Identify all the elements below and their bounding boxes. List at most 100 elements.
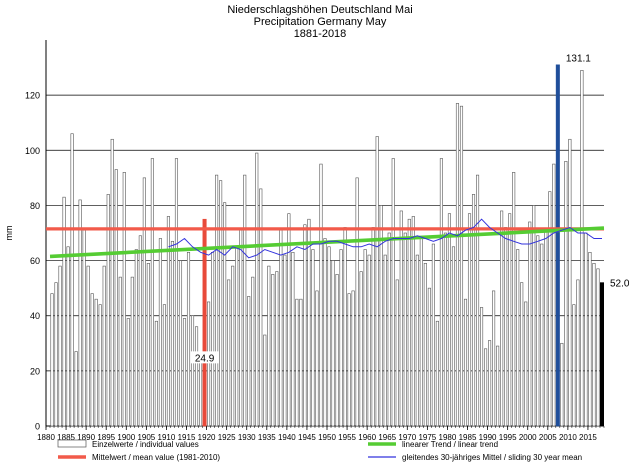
bar [411,216,415,427]
bar [568,138,572,427]
x-tick-label: 1945 [298,433,316,442]
bar [492,290,496,427]
legend-label: gleitendes 30-jähriges Mittel / sliding … [402,453,582,462]
bar [251,276,255,427]
bar [231,265,235,427]
bar-minimum [202,218,207,427]
x-tick-label: 2000 [519,433,537,442]
bar [271,274,275,427]
bar [279,229,283,427]
maximum-value-label: 131.1 [566,54,591,65]
bar [263,334,267,427]
legend-label: Mittelwert / mean value (1981-2010) [92,453,220,462]
bar [540,243,544,427]
bar [596,268,600,427]
bar [520,282,524,427]
bar [219,180,223,427]
bar [118,276,122,427]
x-tick-label: 1995 [499,433,517,442]
x-tick-label: 1980 [439,433,457,442]
bar [588,252,592,427]
bar [154,320,158,427]
bar [74,351,78,427]
bar [227,279,231,427]
x-tick-label: 1920 [198,433,216,442]
bar [584,232,588,427]
y-tick-label: 0 [35,422,40,432]
bar [243,174,247,427]
bar [82,229,86,427]
legend-bar-swatch [57,439,87,448]
bar [134,249,138,427]
bar [122,172,126,427]
bar [536,235,540,427]
bar [496,345,500,427]
bar [259,188,263,427]
bar [484,348,488,427]
x-tick-label: 1925 [218,433,236,442]
bar [186,252,191,427]
bar [275,271,279,427]
bar [54,282,58,427]
bar [130,276,134,427]
x-tick-label: 2015 [579,433,597,442]
chart-subtitle: Precipitation Germany May [253,16,387,28]
bar [78,199,82,427]
latest-value-label: 52.0 [610,279,630,290]
bar [287,213,291,427]
bar [423,263,427,427]
bar [126,318,130,427]
bar [339,249,343,427]
bar [150,158,154,427]
bar [367,254,371,427]
bar [379,205,383,427]
bar [512,172,516,427]
x-tick-label: 1915 [178,433,196,442]
bar [267,265,271,427]
bar [552,163,556,427]
bar [439,158,443,427]
bar [363,249,367,427]
bar [508,213,512,427]
minimum-value-label: 24.9 [195,353,215,364]
bar [471,194,476,427]
bar [239,229,243,427]
sliding-30-year-mean-line [168,218,602,259]
legend-label: linearer Trend / linear trend [402,440,498,449]
x-tick-label: 1960 [358,433,376,442]
bar [194,326,199,427]
y-tick-label: 40 [30,311,40,321]
bar [146,263,150,427]
bar [207,301,211,427]
x-tick-label: 1910 [158,433,176,442]
bar [323,238,327,427]
bar [387,232,391,427]
y-axis-label: mm [4,226,14,241]
bar [110,138,114,427]
bar-latest [599,282,604,427]
bar [351,290,355,427]
bar [178,260,183,427]
x-tick-label: 1935 [258,433,276,442]
bar [532,205,536,427]
bar [580,70,584,427]
bar [299,298,303,427]
bar [516,249,520,427]
bar [327,246,331,427]
bar [190,315,195,427]
chart-title: Niederschlagshöhen Deutschland Mai [227,4,413,16]
bar [443,232,447,427]
bar [447,213,451,427]
x-tick-label: 1880 [37,433,55,442]
bar [399,210,403,427]
y-tick-label: 100 [25,146,40,156]
bar-maximum [555,64,560,427]
bar [170,240,174,427]
x-tick-label: 1990 [479,433,497,442]
bar [476,174,480,427]
bar [544,229,548,427]
x-tick-label: 1895 [97,433,115,442]
bar [62,196,66,427]
bar [174,158,179,427]
bar [359,271,363,427]
